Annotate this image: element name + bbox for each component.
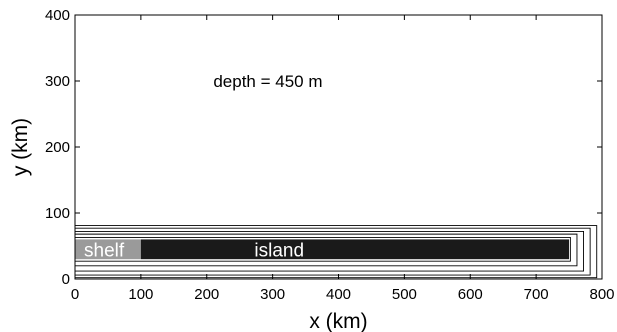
x-tick-label-300: 300 — [260, 286, 285, 303]
contour-1 — [75, 233, 578, 267]
y-tick-label-200: 200 — [45, 139, 70, 156]
island-label: island — [254, 240, 304, 261]
contour-2 — [75, 231, 585, 272]
depth-annotation: depth = 450 m — [213, 72, 322, 91]
shelf-label: shelf — [84, 240, 125, 261]
region-shelf — [75, 239, 141, 260]
x-tick-label-800: 800 — [589, 286, 614, 303]
y-tick-label-300: 300 — [45, 73, 70, 90]
contour-4 — [75, 225, 598, 279]
x-tick-label-700: 700 — [524, 286, 549, 303]
region-island — [140, 239, 570, 260]
y-tick-label-400: 400 — [45, 7, 70, 24]
x-tick-label-500: 500 — [392, 286, 417, 303]
contour-0 — [75, 236, 571, 262]
x-tick-label-400: 400 — [326, 286, 351, 303]
y-tick-label-0: 0 — [62, 271, 70, 288]
contour-3 — [75, 227, 591, 276]
y-tick-label-100: 100 — [45, 205, 70, 222]
contours-layer — [75, 225, 598, 279]
x-tick-label-0: 0 — [71, 286, 79, 303]
x-tick-label-100: 100 — [128, 286, 153, 303]
x-tick-label-200: 200 — [194, 286, 219, 303]
axis-ticks — [74, 14, 603, 280]
y-axis-title: y (km) — [9, 118, 32, 176]
x-tick-label-600: 600 — [458, 286, 483, 303]
tick-labels: 0 100 200 300 400 500 600 700 800 0 100 200 300 400 — [45, 7, 615, 303]
regions-layer — [75, 239, 570, 260]
x-axis-title: x (km) — [309, 310, 367, 332]
